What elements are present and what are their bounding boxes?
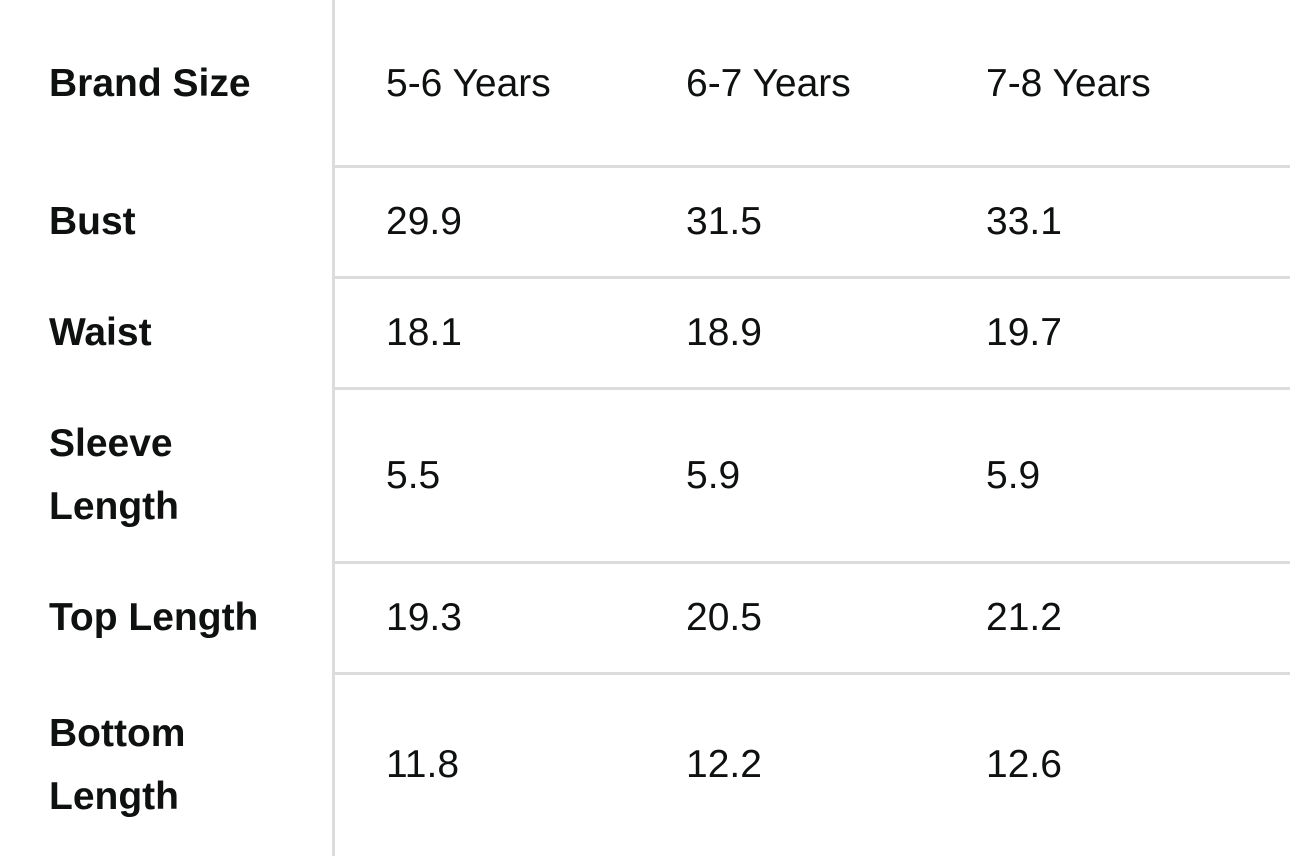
cell-value: 31.5 [686, 200, 762, 243]
row-label: Waist [49, 311, 152, 354]
cell-value: 19.7 [986, 311, 1062, 354]
row-label: Sleeve Length [49, 422, 179, 528]
row-divider [335, 561, 1290, 564]
cell-value: 21.2 [986, 596, 1062, 639]
row-divider [335, 276, 1290, 279]
row-label: Top Length [49, 596, 259, 639]
cell-value: 18.1 [386, 311, 462, 354]
cell-value: 12.2 [686, 743, 762, 786]
cell-value: 12.6 [986, 743, 1062, 786]
row-label: Bottom Length [49, 711, 186, 818]
cell-value: 11.8 [386, 743, 460, 786]
cell-value: 29.9 [386, 200, 462, 243]
row-divider [335, 387, 1290, 390]
row-divider [335, 165, 1290, 168]
cell-value: 5.5 [386, 453, 441, 497]
cell-value: 5.9 [986, 453, 1041, 497]
cell-value: 19.3 [386, 596, 462, 639]
column-header: 6-7 Years [686, 61, 851, 105]
cell-value: 20.5 [686, 596, 762, 639]
column-header: 7-8 Years [986, 61, 1151, 105]
column-divider [332, 0, 335, 856]
cell-value: 5.9 [686, 453, 741, 497]
row-label: Bust [49, 200, 136, 243]
column-header: 5-6 Years [386, 61, 551, 105]
cell-value: 18.9 [686, 311, 762, 354]
cell-value: 33.1 [986, 200, 1062, 243]
row-divider [335, 672, 1290, 675]
header-label: Brand Size [49, 61, 251, 105]
